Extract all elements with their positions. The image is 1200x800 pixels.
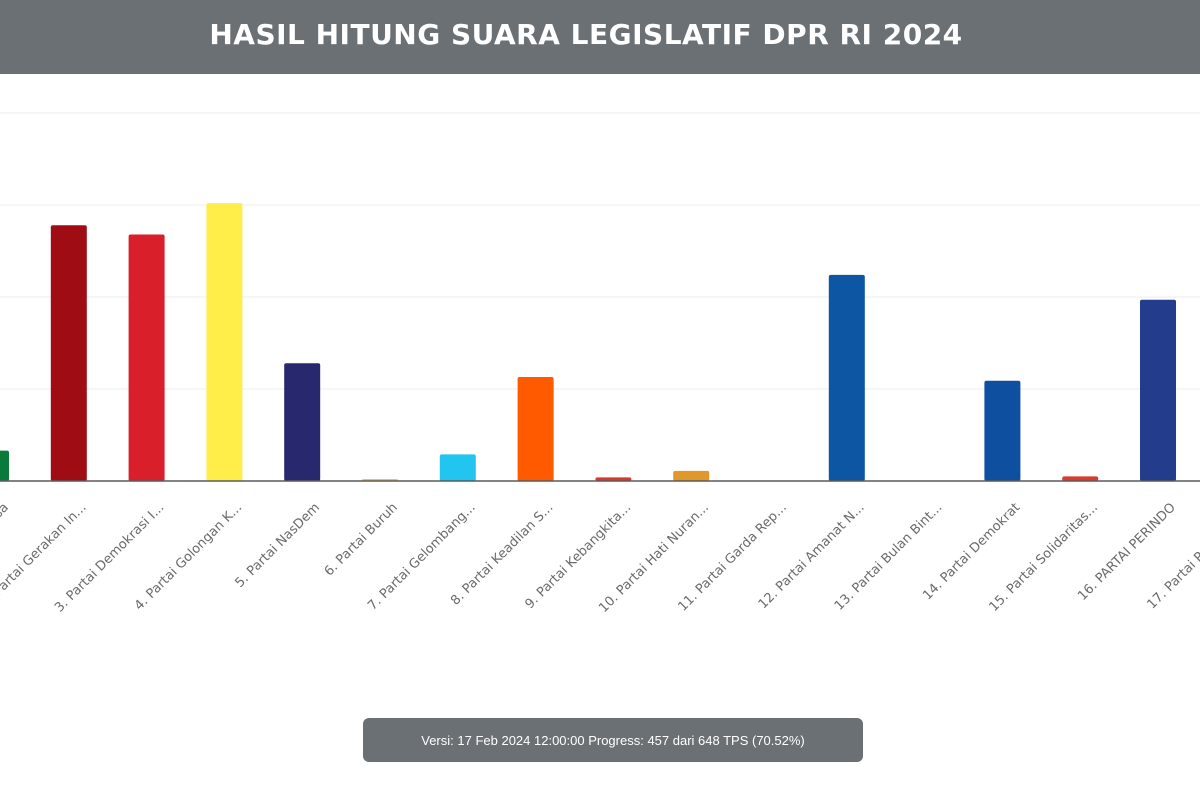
bar-10 (673, 470, 710, 481)
bar-8 (517, 377, 554, 481)
bar-1 (0, 450, 9, 481)
bar-15 (1062, 476, 1099, 481)
bar-5 (284, 363, 321, 481)
bar-3 (128, 234, 165, 481)
bar-16 (1140, 299, 1176, 481)
bar-9 (595, 477, 632, 481)
chart-header: HASIL HITUNG SUARA LEGISLATIF DPR RI 202… (0, 0, 1200, 74)
version-progress-badge: Versi: 17 Feb 2024 12:00:00 Progress: 45… (363, 718, 863, 762)
bar-14 (984, 380, 1021, 481)
bar-4 (206, 203, 243, 481)
bar-7 (439, 454, 476, 481)
bar-2 (50, 225, 87, 481)
x-tick-label: 6. Partai Buruh (322, 500, 401, 579)
chart-title: HASIL HITUNG SUARA LEGISLATIF DPR RI 202… (209, 17, 963, 51)
bar-12 (828, 274, 865, 481)
x-tick-label: 5. Partai NasDem (232, 500, 323, 591)
